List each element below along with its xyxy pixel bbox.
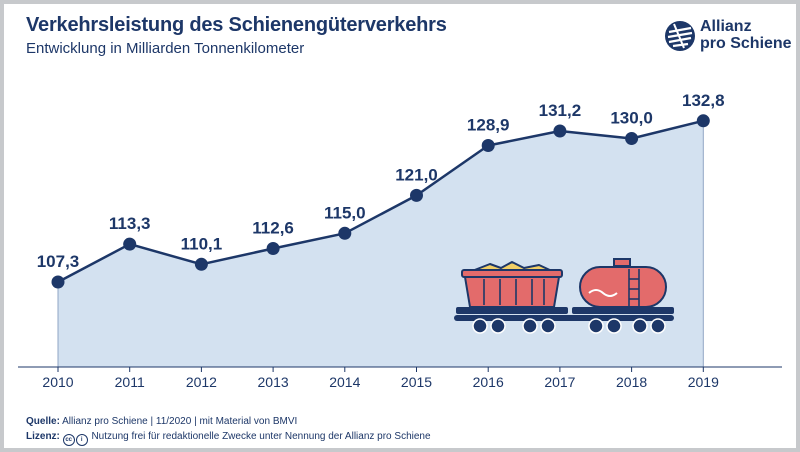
data-label-2014: 115,0	[324, 203, 366, 222]
data-point-2018	[625, 132, 639, 145]
allianz-pro-schiene-logo: Allianz pro Schiene	[664, 16, 794, 56]
source-text: Allianz pro Schiene | 11/2020 | mit Mate…	[62, 416, 298, 427]
data-label-2012: 110,1	[181, 234, 223, 253]
data-point-2016	[481, 139, 495, 152]
data-label-2017: 131,2	[539, 101, 582, 120]
x-tick-label-2014: 2014	[329, 374, 360, 390]
data-label-2016: 128,9	[467, 116, 510, 135]
cc-by-icon: i	[75, 434, 88, 446]
data-label-2010: 107,3	[37, 252, 80, 271]
x-tick-label-2016: 2016	[473, 374, 504, 390]
cc-icon: cc	[62, 434, 75, 446]
x-tick-label-2013: 2013	[258, 374, 289, 390]
data-label-2018: 130,0	[610, 109, 653, 128]
data-point-2014	[338, 226, 352, 240]
data-label-2015: 121,0	[395, 165, 438, 184]
data-label-2013: 112,6	[252, 219, 294, 238]
chart-subtitle: Entwicklung in Milliarden Tonnenkilomete…	[26, 40, 305, 57]
license-line: Lizenz: cc i Nutzung frei für redaktionel…	[26, 431, 431, 446]
data-point-2019	[696, 114, 710, 128]
x-tick-label-2012: 2012	[186, 374, 217, 390]
area-fill	[58, 120, 704, 367]
freight-train-icon	[454, 258, 674, 334]
data-label-2011: 113,3	[109, 214, 151, 233]
data-label-2019: 132,8	[682, 91, 725, 110]
license-text: Nutzung frei für redaktionelle Zwecke un…	[91, 431, 431, 442]
chart-title: Verkehrsleistung des Schienengüterverkeh…	[26, 14, 447, 36]
x-tick-label-2018: 2018	[616, 374, 647, 390]
logo-line-2: pro Schiene	[700, 35, 792, 52]
source-label: Quelle:	[26, 416, 60, 427]
logo-line-1: Allianz	[700, 18, 752, 35]
x-tick-label-2015: 2015	[401, 374, 432, 390]
data-point-2011	[123, 237, 137, 251]
x-tick-label-2017: 2017	[544, 374, 575, 390]
data-point-2013	[266, 242, 280, 255]
data-point-2017	[553, 124, 567, 138]
series-line	[57, 119, 704, 284]
x-tick-label-2010: 2010	[42, 374, 73, 390]
data-point-2015	[410, 188, 423, 202]
source-line: Quelle: Allianz pro Schiene | 11/2020 | …	[26, 416, 297, 427]
x-tick-label-2011: 2011	[115, 374, 145, 390]
data-point-2010	[51, 275, 65, 289]
area-chart: 107,3 113,3 110,1 112,6 115,0 121,0 128,9 131,2…	[18, 91, 782, 390]
x-tick-label-2019: 2019	[688, 374, 719, 390]
logo-text: Allianz pro Schiene	[700, 18, 792, 52]
allianz-pro-schiene-logo-icon	[665, 21, 695, 51]
data-point-2012	[194, 257, 208, 271]
license-label: Lizenz:	[26, 431, 60, 442]
